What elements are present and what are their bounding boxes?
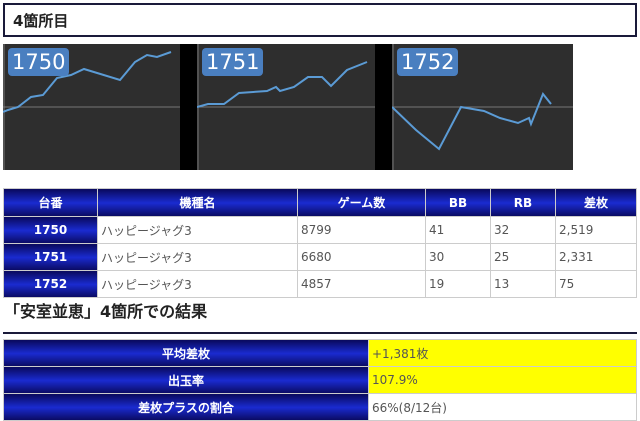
coin-difference: 75 (555, 270, 637, 298)
machine-table: 台番 機種名 ゲーム数 BB RB 差枚 1750 ハッピージャグ3 8799 … (3, 188, 637, 298)
slump-graph-1750: 1750 (3, 44, 180, 170)
graph-line (197, 61, 368, 108)
coin-difference: 2,519 (555, 216, 637, 244)
rb-count: 32 (490, 216, 556, 244)
graph-label: 1752 (397, 48, 459, 76)
result-label: 差枚プラスの割合 (3, 393, 369, 421)
game-count: 6680 (297, 243, 426, 271)
column-header: 台番 (3, 188, 98, 217)
table-header-row: 台番 機種名 ゲーム数 BB RB 差枚 (3, 188, 637, 217)
result-label: 出玉率 (3, 366, 369, 394)
result-value: 107.9% (368, 366, 637, 394)
machine-number: 1750 (3, 216, 98, 244)
graph-label: 1751 (202, 48, 264, 76)
table-row: 1751 ハッピージャグ3 6680 30 25 2,331 (3, 243, 637, 271)
coin-difference: 2,331 (555, 243, 637, 271)
graph-label: 1750 (8, 48, 70, 76)
results-row: 出玉率 107.9% (3, 366, 637, 394)
results-row: 差枚プラスの割合 66%(8/12台) (3, 393, 637, 421)
graph-svg (3, 44, 180, 170)
machine-number: 1752 (3, 270, 98, 298)
column-header: BB (425, 188, 491, 217)
slump-graph-1751: 1751 (197, 44, 375, 170)
results-row: 平均差枚 +1,381枚 (3, 339, 637, 367)
machine-number: 1751 (3, 243, 98, 271)
divider (3, 332, 637, 334)
column-header: 差枚 (555, 188, 637, 217)
graph-svg (392, 44, 573, 170)
bb-count: 41 (425, 216, 491, 244)
results-heading: 「安室並恵」4箇所での結果 (4, 302, 208, 321)
slump-graphs: 1750 1751 1752 (3, 44, 573, 170)
rb-count: 25 (490, 243, 556, 271)
machine-model: ハッピージャグ3 (97, 216, 298, 244)
rb-count: 13 (490, 270, 556, 298)
column-header: 機種名 (97, 188, 298, 217)
column-header: ゲーム数 (297, 188, 426, 217)
result-value: 66%(8/12台) (368, 393, 637, 421)
table-row: 1750 ハッピージャグ3 8799 41 32 2,519 (3, 216, 637, 244)
section-title: 4箇所目 (3, 3, 637, 37)
machine-model: ハッピージャグ3 (97, 270, 298, 298)
game-count: 8799 (297, 216, 426, 244)
result-label: 平均差枚 (3, 339, 369, 367)
graph-line (392, 92, 552, 151)
results-table: 平均差枚 +1,381枚 出玉率 107.9% 差枚プラスの割合 66%(8/1… (3, 339, 637, 421)
column-header: RB (490, 188, 556, 217)
bb-count: 19 (425, 270, 491, 298)
machine-model: ハッピージャグ3 (97, 243, 298, 271)
slump-graph-1752: 1752 (392, 44, 573, 170)
graph-line (3, 51, 172, 113)
bb-count: 30 (425, 243, 491, 271)
table-row: 1752 ハッピージャグ3 4857 19 13 75 (3, 270, 637, 298)
result-value: +1,381枚 (368, 339, 637, 367)
game-count: 4857 (297, 270, 426, 298)
graph-svg (197, 44, 375, 170)
